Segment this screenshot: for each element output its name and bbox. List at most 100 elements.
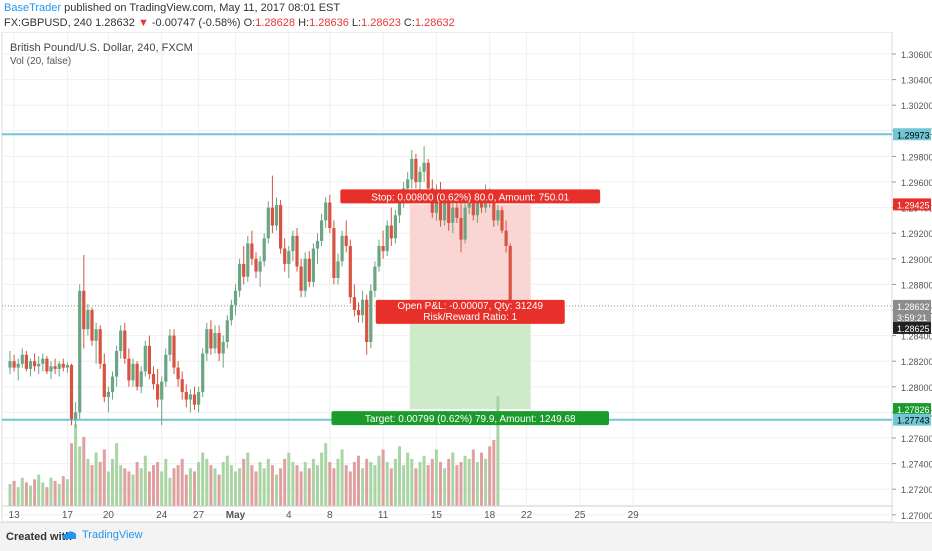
- candle-body: [189, 394, 192, 399]
- tradingview-link[interactable]: TradingView: [62, 529, 143, 541]
- volume-bar: [271, 465, 274, 506]
- volume-bar: [86, 459, 89, 506]
- volume-bar: [152, 465, 155, 506]
- y-tick-label: 1.28000: [901, 383, 932, 393]
- volume-bar: [365, 459, 368, 506]
- volume-bar: [361, 468, 364, 506]
- volume-bar: [324, 443, 327, 506]
- candle-body: [156, 384, 159, 399]
- volume-bar: [13, 481, 16, 506]
- volume-bar: [107, 471, 110, 506]
- volume-bar: [132, 475, 135, 506]
- volume-bar: [410, 459, 413, 506]
- candle-body: [168, 336, 171, 355]
- candle-body: [144, 346, 147, 372]
- volume-bar: [201, 453, 204, 506]
- candle-body: [328, 202, 331, 228]
- candle-body: [148, 346, 151, 374]
- author-link[interactable]: BaseTrader: [4, 2, 61, 14]
- volume-bar: [451, 453, 454, 506]
- volume-bar: [378, 456, 381, 506]
- candle-body: [250, 243, 253, 258]
- high-value: 1.28636: [309, 17, 349, 29]
- candle-body: [394, 215, 397, 238]
- volume-bar: [222, 462, 225, 506]
- candle-body: [336, 261, 339, 278]
- price-axis[interactable]: 1.306001.304001.302001.300001.298001.296…: [892, 50, 932, 522]
- volume-bar: [226, 456, 229, 506]
- candle-body: [197, 392, 200, 405]
- candle-body: [222, 342, 225, 354]
- volume-bar: [50, 478, 53, 506]
- volume-bar: [62, 476, 65, 506]
- low-label: L:: [352, 17, 361, 29]
- volume-bar: [197, 462, 200, 506]
- candle-body: [177, 368, 180, 380]
- candle-body: [136, 364, 139, 387]
- volume-bar: [304, 462, 307, 506]
- volume-bar: [312, 459, 315, 506]
- candle-body: [406, 179, 409, 188]
- candle-body: [160, 382, 163, 400]
- x-tick-label: 29: [628, 510, 640, 521]
- candle-body: [275, 205, 278, 225]
- volume-bar: [41, 482, 44, 506]
- candle-body: [316, 241, 319, 249]
- candle-body: [414, 159, 417, 182]
- chart-title: British Pound/U.S. Dollar, 240, FXCM: [10, 42, 193, 54]
- volume-bar: [103, 449, 106, 506]
- candle-body: [45, 359, 48, 372]
- volume-bar: [443, 468, 446, 506]
- volume-bar: [279, 468, 282, 506]
- candle-body: [287, 251, 290, 264]
- candle-body: [390, 226, 393, 239]
- candle-body: [496, 210, 499, 220]
- x-tick-label: 20: [103, 510, 115, 521]
- volume-bar: [189, 468, 192, 506]
- volume-bar: [127, 471, 130, 506]
- candle-body: [505, 231, 508, 246]
- volume-bar: [468, 459, 471, 506]
- tradingview-brand: TradingView: [82, 529, 143, 541]
- candle-body: [119, 330, 122, 350]
- x-tick-label: 18: [484, 510, 496, 521]
- candle-body: [209, 329, 212, 348]
- candle-body: [476, 202, 479, 215]
- x-tick-label: 25: [574, 510, 586, 521]
- y-tick-label: 1.27600: [901, 434, 932, 444]
- candle-body: [193, 394, 196, 404]
- volume-bar: [160, 471, 163, 506]
- volume-bar: [291, 462, 294, 506]
- candle-body: [140, 371, 143, 386]
- candle-body: [66, 365, 69, 368]
- y-tick-label: 1.28800: [901, 280, 932, 290]
- candle-body: [172, 336, 175, 368]
- volume-bar: [300, 471, 303, 506]
- stop-zone[interactable]: [410, 204, 531, 306]
- x-tick-label: 8: [327, 510, 333, 521]
- volume-bar: [349, 471, 352, 506]
- x-tick-label: 17: [62, 510, 74, 521]
- volume-bar: [476, 462, 479, 506]
- volume-bar: [144, 456, 147, 506]
- candle-body: [230, 305, 233, 320]
- volume-bar: [398, 446, 401, 506]
- candle-body: [320, 220, 323, 240]
- volume-bar: [33, 479, 36, 506]
- ratio-label-text: Risk/Reward Ratio: 1: [423, 312, 517, 323]
- candle-body: [185, 392, 188, 400]
- price-chart[interactable]: Stop: 0.00800 (0.62%) 80.0, Amount: 750.…: [0, 32, 932, 522]
- candle-body: [82, 291, 85, 329]
- candle-body: [353, 297, 356, 310]
- volume-bar: [406, 453, 409, 506]
- volume-bar: [373, 465, 376, 506]
- candle-body: [58, 364, 61, 369]
- candle-body: [295, 236, 298, 267]
- candle-body: [345, 236, 348, 246]
- candle-body: [451, 208, 454, 223]
- candle-body: [29, 361, 32, 369]
- candle-body: [349, 246, 352, 297]
- candle-body: [246, 243, 249, 276]
- volume-bar: [193, 471, 196, 506]
- price-change: -0.00747 (-0.58%): [152, 17, 241, 29]
